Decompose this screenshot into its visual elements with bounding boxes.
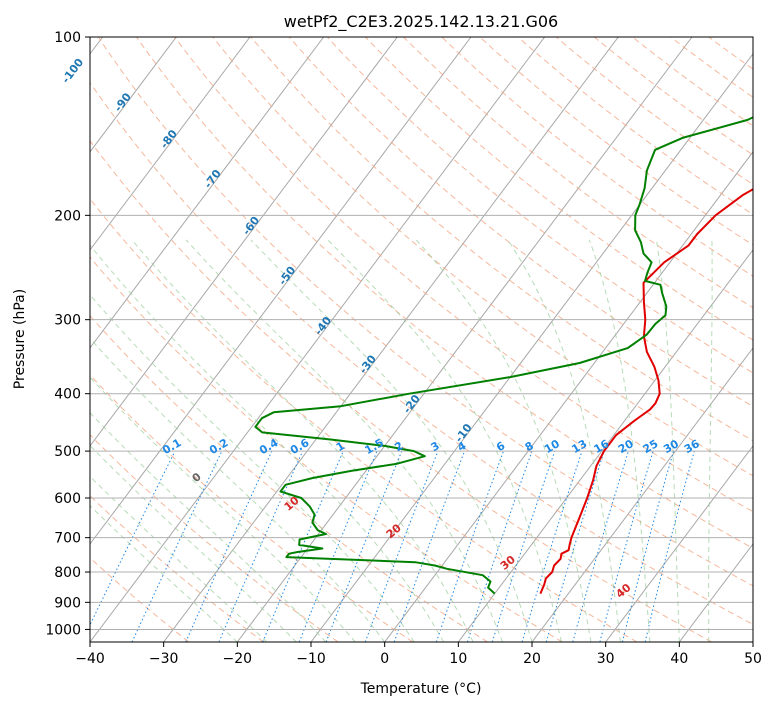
isotherm-line [90, 37, 546, 642]
mixing-ratio-line [545, 450, 605, 642]
y-tick-label: 300 [54, 313, 81, 329]
isotherm-line [531, 347, 753, 642]
isotherm-label: -100 [59, 56, 86, 86]
moist-adiabat-line [90, 244, 445, 642]
moist-adiabat-line [90, 504, 238, 642]
moist-adiabat-line [131, 239, 474, 642]
mixing-ratio-line [621, 450, 675, 642]
isotherm-line [90, 37, 251, 251]
mixing-ratio-line [521, 450, 583, 642]
dry-adiabat-line [403, 37, 753, 309]
mixing-ratio-line [467, 450, 533, 642]
mixing-ratio-line [599, 450, 654, 642]
mixing-ratio-line [364, 450, 439, 642]
mixing-ratio-line [572, 450, 629, 642]
y-axis-title: Pressure (hPa) [12, 289, 28, 389]
x-tick-label: 30 [597, 651, 615, 667]
y-tick-label: 200 [54, 208, 81, 224]
mixing-ratio-line [435, 450, 504, 642]
dry-adiabat-line [90, 374, 414, 642]
isotherm-line [457, 249, 753, 642]
y-tick-label: 400 [54, 387, 81, 403]
y-tick-label: 100 [54, 30, 81, 46]
x-axis-title: Temperature (°C) [360, 681, 482, 697]
moist-adiabat-line [327, 239, 562, 642]
mixing-ratio-line [90, 450, 176, 627]
plot-frame [89, 36, 754, 643]
isotherm-line [605, 445, 753, 642]
mixing-ratio-line [325, 450, 403, 642]
mixing-ratio-line [393, 450, 466, 642]
background-reference-lines [90, 37, 753, 642]
moist-adiabat-line [656, 239, 680, 642]
x-axis-ticks: −40 −30 −20 −10 0 10 20 30 40 50 [75, 642, 762, 667]
y-tick-label: 1000 [45, 622, 81, 638]
moist-adiabat-line [90, 294, 415, 642]
profile-line [254, 116, 753, 595]
x-tick-label: 40 [670, 651, 688, 667]
y-tick-label: 600 [54, 491, 81, 507]
dry-adiabat-line [250, 37, 753, 442]
y-tick-label: 900 [54, 595, 81, 611]
x-tick-label: −40 [75, 651, 105, 667]
moist-adiabat-line [185, 239, 503, 642]
dry-adiabat-line [90, 256, 563, 642]
dry-adiabat-line [288, 37, 753, 408]
isotherm-line [236, 37, 693, 642]
moist-adiabat-line [708, 239, 713, 642]
x-tick-label: 20 [523, 651, 541, 667]
y-tick-label: 700 [54, 531, 81, 547]
x-tick-label: −30 [149, 651, 179, 667]
dry-adiabat-line [90, 198, 638, 642]
x-tick-label: −10 [296, 651, 326, 667]
profile-series [254, 116, 753, 595]
mixing-ratio-line [262, 450, 344, 642]
isotherm-line [90, 37, 398, 447]
y-tick-label: 800 [54, 565, 81, 581]
mixing-ratio-line [185, 450, 273, 642]
mixing-ratio-line [491, 450, 556, 642]
y-axis-ticks: 100 200 300 400 500 600 700 800 900 1000 [45, 30, 90, 638]
moist-adiabat-line [588, 239, 651, 642]
dry-adiabat-line [212, 37, 753, 477]
x-tick-label: 0 [380, 651, 389, 667]
isotherm-line [384, 151, 753, 642]
mixing-ratio-line [644, 450, 695, 642]
isotherm-line [90, 37, 325, 349]
mixing-ratio-line [218, 450, 304, 642]
x-tick-label: 50 [744, 651, 762, 667]
isotherm-line [310, 53, 753, 642]
pressure-gridlines [90, 37, 753, 630]
mixing-ratio-line [298, 450, 378, 642]
x-tick-label: 10 [449, 651, 467, 667]
isotherm-line [90, 37, 177, 153]
y-tick-label: 500 [54, 444, 81, 460]
moist-adiabat-line [90, 337, 386, 642]
dry-adiabat-line [136, 37, 753, 549]
moist-adiabat-line [415, 239, 592, 642]
isotherm-line [752, 641, 753, 642]
profile-line [539, 188, 753, 594]
moist-adiabat-line [90, 376, 356, 642]
isotherm-line [163, 37, 619, 642]
chart-title: wetPf2_C2E3.2025.142.13.21.G06 [284, 12, 558, 32]
dry-adiabat-line [174, 37, 753, 513]
moist-adiabat-line [90, 475, 268, 642]
x-tick-label: −20 [223, 651, 253, 667]
isotherm-line [90, 37, 472, 545]
dry-adiabat-line [97, 37, 753, 587]
